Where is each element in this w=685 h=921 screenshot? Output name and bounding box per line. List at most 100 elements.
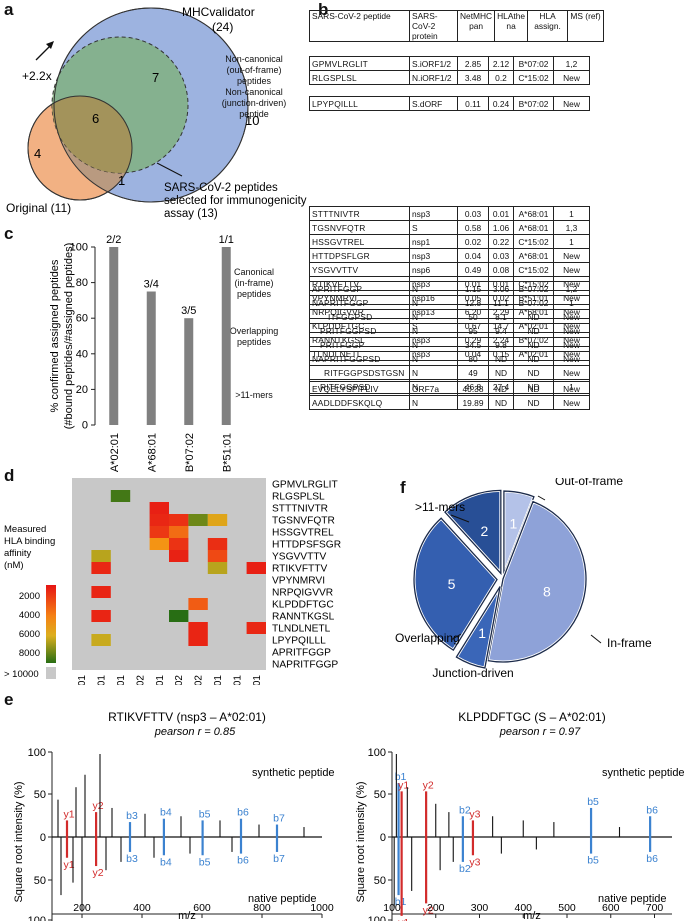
x-tick-label: B*07:02 (184, 433, 196, 472)
table-cell: STTTNIVTR (309, 206, 410, 221)
table-cell: C*15:02 (513, 262, 554, 277)
heatmap-chart: GPMVLRGLITRLGSPLSLSTTTNIVTRTGSNVFQTRHSSG… (4, 478, 341, 685)
table-cell: ND (488, 395, 514, 410)
pie-slice-outline (443, 489, 502, 576)
table-cell: B*07:02 (513, 96, 554, 111)
spectrum-chart-2: KLPDDFTGC (S – A*02:01) pearson r = 0.97 S… (355, 710, 685, 921)
heatmap-cell (91, 586, 111, 598)
heatmap-cell (169, 550, 189, 562)
count-orig-only: 4 (34, 146, 41, 161)
y-tick-label: 20 (76, 384, 88, 396)
x-tick-label: 1000 (310, 902, 334, 914)
group-label-2: Canonical (in-frame) peptides (200, 267, 308, 300)
table-row: PRITFGGPSD N 95 9.4 ND New (309, 323, 590, 338)
table-cell: N (409, 365, 458, 380)
bar-B*51:01 (221, 247, 231, 425)
table-cell: TGSNVFQTR (309, 220, 410, 235)
pie-category-label: Out-of-frame (555, 478, 623, 488)
table-cell: ND (513, 351, 554, 366)
table-cell: 1.15 (457, 281, 489, 296)
table-cell: S (409, 220, 458, 235)
legend-title: Measured (4, 524, 46, 535)
table-cell: 1 (553, 206, 590, 221)
group-label-line: Overlapping (229, 326, 279, 336)
table-cell: B*07:02 (513, 56, 554, 71)
table-cell: PRITFGGP (309, 337, 410, 352)
group-label-3: Overlapping peptides (200, 326, 308, 348)
group-label-line: Non-canonical (225, 86, 283, 97)
row-label: STTTNIVTR (272, 504, 328, 515)
table-cell: 80 (457, 351, 489, 366)
table-cell: N (409, 351, 458, 366)
peak-label: b2 (459, 804, 471, 816)
y-tick-label: 100 (368, 747, 386, 759)
peak-label: b5 (199, 808, 211, 820)
peak-label: b1 (395, 771, 407, 783)
row-label: NRPQIGVVR (272, 588, 333, 599)
y-tick-label: 60 (76, 313, 88, 325)
peak-label: y1 (63, 859, 74, 871)
table-cell: GPMVLRGLIT (309, 56, 410, 71)
table-cell: New (553, 395, 590, 410)
table-row: LPYPQILLL S.dORF 0.11 0.24 B*07:02 New (309, 96, 590, 111)
row-label: TLNDLNETL (272, 624, 331, 635)
x-axis-label: m/z (523, 910, 541, 921)
heatmap-cell (91, 610, 111, 622)
y-tick-label: 0 (40, 832, 46, 844)
table-row: GPMVLRGLIT S.iORF1/2 2.85 2.12 B*07:02 1,2 (309, 56, 590, 71)
table-cell: nsp3 (409, 206, 458, 221)
row-label: KLPDDFTGC (272, 600, 334, 611)
row-label: RANNTKGSL (272, 612, 335, 623)
panel-label-b: b (318, 0, 329, 19)
table-cell: 0.03 (457, 206, 489, 221)
legend-tick: 6000 (19, 629, 40, 640)
table-cell: ND (513, 381, 554, 396)
row-label: LPYPQILLL (272, 636, 326, 647)
table-cell: C*15:02 (513, 70, 554, 85)
pie-value-label: 5 (448, 576, 456, 592)
table-cell: 1,2 (553, 56, 590, 71)
heatmap-cell (169, 514, 189, 526)
x-tick-label: 700 (646, 902, 664, 914)
column-label: A*03:01 (116, 675, 127, 685)
legend-colorbar (46, 585, 56, 663)
table-cell: B*07:02 (513, 281, 554, 296)
y-tick-label: 0 (82, 420, 88, 432)
table-row: NAPRITFGGP N 12.8 11.1 B*07:02 1 (309, 295, 590, 310)
table-cell: 34.5 (457, 337, 489, 352)
x-tick-label: 600 (193, 902, 211, 914)
legend-title: (nM) (4, 560, 24, 571)
heatmap-cell (110, 490, 131, 502)
row-label: TGSNVFQTR (272, 516, 335, 527)
table-cell: nsp1 (409, 234, 458, 249)
column-label: A*68:02 (174, 675, 185, 685)
x-tick-label: 400 (133, 902, 151, 914)
row-label: GPMVLRGLIT (272, 480, 338, 491)
heatmap-cell (207, 538, 228, 550)
table-cell: 95 (457, 323, 489, 338)
table-row: HTTDPSFLGR nsp3 0.04 0.03 A*68:01 New (309, 248, 590, 263)
table-cell: New (553, 351, 590, 366)
peak-label: y1 (63, 808, 74, 820)
header-cell: NetMHC pan (456, 10, 496, 42)
heatmap-cell (188, 598, 208, 610)
peak-label: b6 (237, 807, 249, 819)
heatmap-cell (188, 514, 208, 526)
legend-na-swatch (46, 667, 56, 679)
group-label-4: >11-mers (200, 390, 308, 401)
table-cell: RLGSPLSL (309, 70, 410, 85)
table-row: PRITFGGP N 34.5 9.8 ND New (309, 337, 590, 352)
heatmap-cell (169, 538, 189, 550)
y-tick-label: 80 (76, 277, 88, 289)
x-tick-label: 200 (73, 902, 91, 914)
x-tick-label: A*02:01 (109, 433, 121, 472)
heatmap-cell (149, 514, 169, 526)
column-label: B*07:02 (194, 675, 205, 685)
table-cell: N (409, 281, 458, 296)
row-label: HTTDPSFSGR (272, 540, 341, 551)
x-tick-label: 600 (602, 902, 620, 914)
group-label-line: peptide (239, 108, 269, 119)
peak-label: b6 (646, 804, 658, 816)
venn-diagram: +2.2x MHCvalidator (24) 7 10 6 4 1 SARS-… (6, 5, 307, 220)
table-cell: A*68:01 (513, 220, 554, 235)
